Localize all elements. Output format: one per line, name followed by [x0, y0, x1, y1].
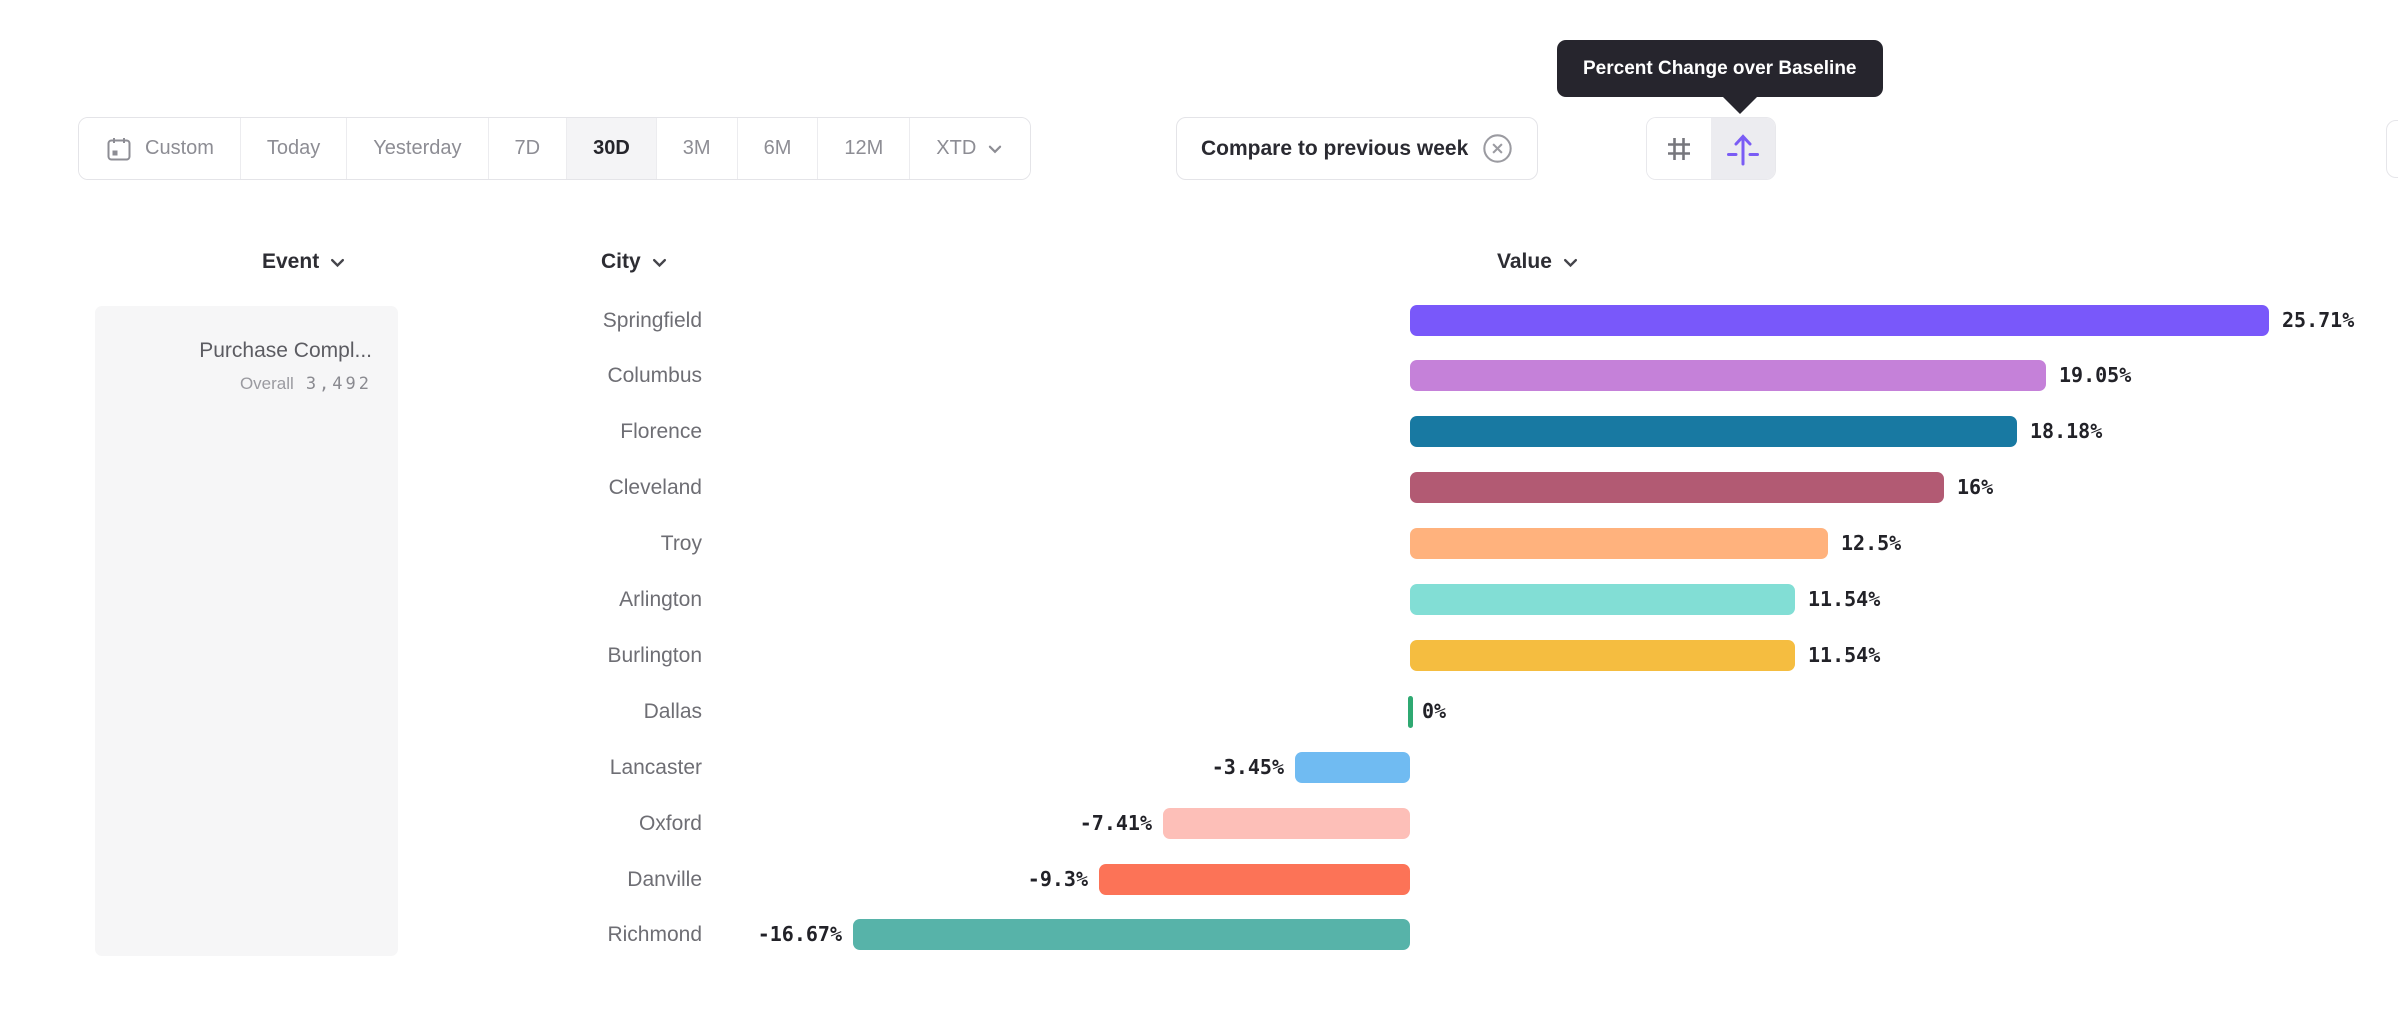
range-button-7d[interactable]: 7D: [488, 118, 568, 179]
range-button-30d[interactable]: 30D: [567, 118, 657, 179]
city-header-label: City: [601, 250, 641, 273]
date-range-selector: Custom Today Yesterday 7D 30D 3M 6M 12M XTD: [78, 117, 1032, 180]
range-label: 30D: [593, 137, 630, 159]
value-label: -7.41%: [1079, 811, 1152, 835]
bar[interactable]: [1410, 584, 1795, 615]
chevron-down-icon: [989, 145, 1002, 153]
tooltip: Percent Change over Baseline: [1557, 40, 1883, 114]
city-label: Columbus: [607, 364, 702, 387]
event-metric-label: Overall: [239, 374, 294, 393]
range-label: 7D: [514, 137, 541, 159]
range-button-3m[interactable]: 3M: [656, 118, 738, 179]
bar[interactable]: [1099, 864, 1410, 895]
range-label: 12M: [844, 137, 884, 159]
zero-bar[interactable]: [1408, 696, 1413, 728]
city-label: Springfield: [602, 309, 702, 332]
event-name: Purchase Compl...: [199, 339, 372, 362]
grid-hash-icon: [1668, 137, 1690, 160]
value-label: 19.05%: [2059, 363, 2132, 387]
city-label: Burlington: [607, 644, 702, 667]
value-label: -3.45%: [1211, 755, 1284, 779]
city-label: Richmond: [607, 923, 702, 946]
value-display-toggle: [1646, 117, 1776, 180]
bar[interactable]: [1163, 808, 1410, 839]
bar[interactable]: [1410, 305, 2269, 336]
column-header-event[interactable]: Event: [262, 246, 347, 278]
value-label: 12.5%: [1841, 531, 1902, 555]
range-button-12m[interactable]: 12M: [818, 118, 911, 179]
city-label: Danville: [627, 868, 702, 891]
range-label: Today: [266, 137, 321, 159]
bar[interactable]: [1410, 528, 1828, 559]
city-label: Oxford: [638, 812, 702, 835]
range-button-xtd[interactable]: XTD: [910, 118, 1031, 179]
chevron-down-icon: [1563, 258, 1577, 267]
circle-x-icon[interactable]: [1482, 133, 1513, 164]
city-label: Lancaster: [609, 756, 702, 779]
compare-to-previous-week-button[interactable]: Compare to previous week: [1176, 117, 1539, 180]
city-label: Troy: [660, 532, 702, 555]
value-label: 25.71%: [2282, 308, 2355, 332]
range-button-6m[interactable]: 6M: [737, 118, 819, 179]
range-label: Custom: [145, 137, 214, 159]
value-header-label: Value: [1497, 250, 1552, 273]
range-label: 3M: [682, 137, 711, 159]
value-label: 11.54%: [1808, 587, 1881, 611]
event-metric-value: 3,492: [305, 374, 372, 394]
event-cell[interactable]: Purchase Compl... Overall 3,492: [95, 306, 398, 956]
range-button-custom[interactable]: Custom: [79, 118, 241, 179]
range-label: XTD: [936, 137, 977, 159]
tooltip-arrow: [1723, 97, 1757, 114]
city-label: Cleveland: [608, 476, 702, 499]
partial-right-button[interactable]: [2386, 120, 2398, 178]
value-label: 0%: [1422, 699, 1447, 723]
range-label: 6M: [763, 137, 792, 159]
bar[interactable]: [1410, 472, 1944, 503]
city-label: Florence: [620, 420, 702, 443]
bar[interactable]: [1295, 752, 1410, 783]
range-button-today[interactable]: Today: [240, 118, 348, 179]
event-header-label: Event: [262, 250, 320, 273]
tooltip-text: Percent Change over Baseline: [1583, 57, 1857, 79]
baseline-arrow-icon: [1727, 133, 1759, 165]
event-metric: Overall 3,492: [107, 374, 372, 394]
percent-change-over-baseline-button[interactable]: [1711, 118, 1775, 179]
range-button-yesterday[interactable]: Yesterday: [347, 118, 489, 179]
city-label: Arlington: [619, 588, 702, 611]
column-header-value[interactable]: Value: [1497, 246, 1580, 278]
calendar-icon: [107, 137, 131, 160]
chevron-down-icon: [652, 258, 666, 267]
column-header-city[interactable]: City: [601, 246, 669, 278]
value-label: -9.3%: [1027, 867, 1088, 891]
city-label: Dallas: [643, 700, 702, 723]
compare-label: Compare to previous week: [1201, 136, 1469, 160]
range-label: Yesterday: [373, 137, 462, 159]
chevron-down-icon: [331, 258, 345, 267]
value-label: 18.18%: [2030, 419, 2103, 443]
value-label: 11.54%: [1808, 643, 1881, 667]
bar[interactable]: [1410, 416, 2017, 447]
bar[interactable]: [1410, 360, 2046, 391]
value-label: 16%: [1957, 475, 1994, 499]
bar[interactable]: [1410, 640, 1795, 671]
value-label: -16.67%: [757, 922, 842, 946]
bar[interactable]: [853, 919, 1410, 950]
grid-view-button[interactable]: [1647, 118, 1711, 179]
